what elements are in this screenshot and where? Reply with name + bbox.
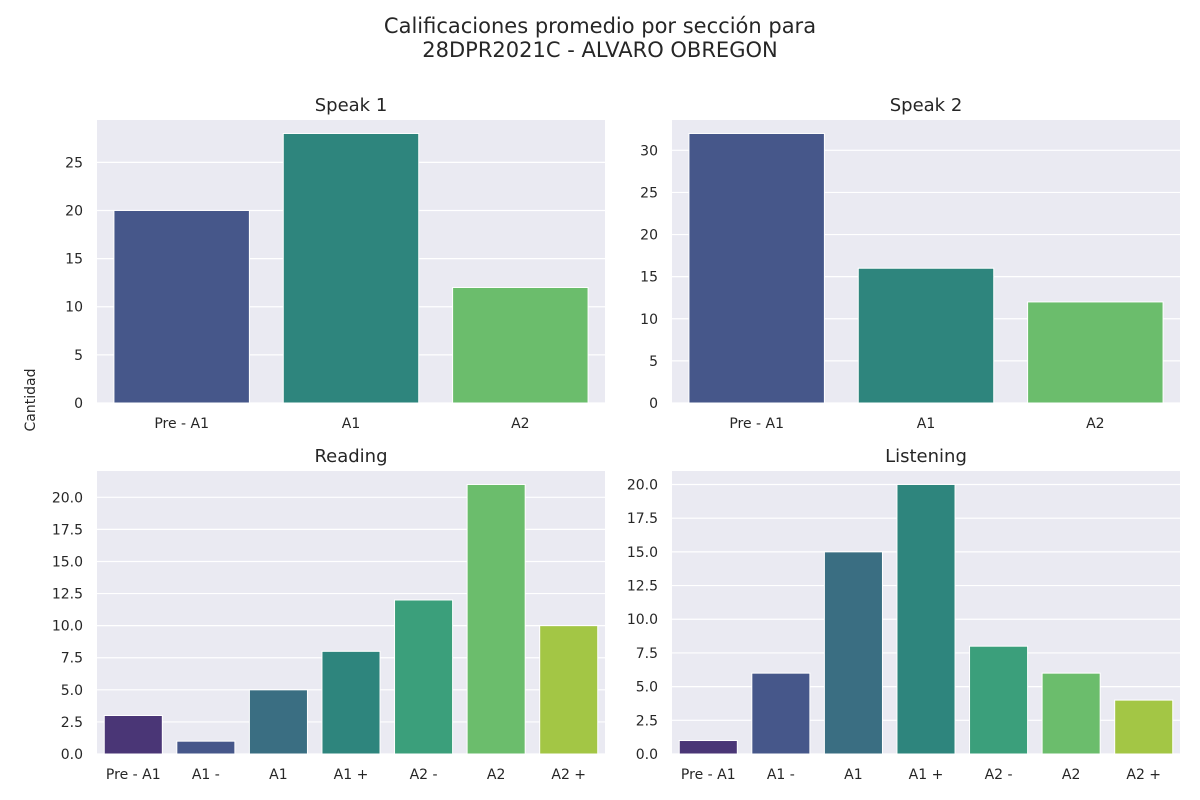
y-tick-label: 2.5 xyxy=(61,715,83,731)
bar-pre-a1 xyxy=(678,740,738,755)
y-tick-label: 0.0 xyxy=(61,747,83,763)
y-tick-label: 5 xyxy=(649,354,658,370)
panel-title: Speak 2 xyxy=(890,95,963,116)
x-tick-label: A2 xyxy=(511,416,529,432)
x-tick-label: A1 - xyxy=(192,767,220,783)
x-tick-label: Pre - A1 xyxy=(154,416,209,432)
y-tick-label: 12.5 xyxy=(52,587,83,603)
x-tick-label: A1 xyxy=(269,767,287,783)
bar-a2 xyxy=(1114,699,1174,755)
panel-title: Speak 1 xyxy=(315,95,388,116)
y-tick-label: 7.5 xyxy=(636,646,658,662)
bar-a1 xyxy=(248,689,308,755)
y-tick-label: 10 xyxy=(65,300,83,316)
bar-a2 xyxy=(466,483,526,755)
y-tick-label: 0 xyxy=(649,396,658,412)
chart-panel-4: 0.0 2.5 5.0 7.5 10.0 12.5 15.0 17.5 20.0 Pre - A1… xyxy=(627,446,1180,783)
bar-pre-a1 xyxy=(103,714,163,755)
y-tick-label: 20 xyxy=(65,203,83,219)
bar-a2 xyxy=(539,625,599,755)
y-tick-label: 10.0 xyxy=(52,619,83,635)
y-tick-label: 25 xyxy=(640,185,658,201)
y-tick-label: 12.5 xyxy=(627,579,658,595)
panel-title: Reading xyxy=(314,446,387,467)
x-tick-label: Pre - A1 xyxy=(681,767,736,783)
bar-a1 xyxy=(751,672,811,755)
y-tick-label: 15.0 xyxy=(52,554,83,570)
y-tick-label: 0.0 xyxy=(636,747,658,763)
bar-pre-a1 xyxy=(113,209,250,404)
y-tick-label: 15 xyxy=(65,252,83,268)
x-tick-label: A2 xyxy=(1062,767,1080,783)
x-tick-label: A1 xyxy=(342,416,360,432)
x-tick-label: A1 xyxy=(844,767,862,783)
figure-title: Calificaciones promedio por sección para… xyxy=(0,14,1200,62)
y-tick-label: 2.5 xyxy=(636,713,658,729)
x-tick-label: Pre - A1 xyxy=(729,416,784,432)
bar-a2 xyxy=(1041,672,1101,755)
x-tick-label: A2 - xyxy=(410,767,438,783)
figure-title-line-1: Calificaciones promedio por sección para xyxy=(383,14,817,38)
x-tick-label: A2 + xyxy=(551,767,586,783)
x-tick-label: Pre - A1 xyxy=(106,767,161,783)
x-tick-label: A2 xyxy=(487,767,505,783)
y-tick-label: 30 xyxy=(640,143,658,159)
x-tick-label: A1 + xyxy=(909,767,944,783)
y-tick-label: 20.0 xyxy=(627,477,658,493)
figure-title-line-2: 28DPR2021C - ALVARO OBREGON xyxy=(422,38,778,62)
y-tick-label: 15 xyxy=(640,270,658,286)
chart-panel-2: 0 5 10 15 20 25 30 Pre - A1 A1 A2 Speak 2 xyxy=(640,95,1180,432)
bar-a2 xyxy=(1027,301,1164,404)
bar-pre-a1 xyxy=(688,132,825,404)
bar-a1 xyxy=(823,551,883,755)
x-tick-label: A1 + xyxy=(334,767,369,783)
chart-panel-3: 0.0 2.5 5.0 7.5 10.0 12.5 15.0 17.5 20.0 Pre - A1… xyxy=(52,446,605,783)
bar-a1 xyxy=(321,650,381,755)
y-tick-label: 15.0 xyxy=(627,545,658,561)
bar-a2 xyxy=(394,599,454,755)
bar-a1 xyxy=(896,483,956,755)
y-tick-label: 20 xyxy=(640,228,658,244)
y-tick-label: 10 xyxy=(640,312,658,328)
y-tick-label: 5 xyxy=(74,348,83,364)
y-tick-label: 10.0 xyxy=(627,612,658,628)
x-tick-label: A2 - xyxy=(985,767,1013,783)
bar-a1 xyxy=(282,132,420,404)
bar-a2 xyxy=(969,645,1029,755)
y-tick-label: 20.0 xyxy=(52,490,83,506)
bar-a2 xyxy=(452,286,589,404)
y-tick-label: 0 xyxy=(74,396,83,412)
y-tick-label: 7.5 xyxy=(61,651,83,667)
panel-title: Listening xyxy=(885,446,967,467)
y-tick-label: 17.5 xyxy=(627,511,658,527)
bar-a1 xyxy=(857,267,995,404)
x-tick-label: A1 xyxy=(917,416,935,432)
x-tick-label: A1 - xyxy=(767,767,795,783)
bar-a1 xyxy=(176,740,236,755)
y-tick-label: 5.0 xyxy=(61,683,83,699)
x-tick-label: A2 xyxy=(1086,416,1104,432)
y-tick-label: 25 xyxy=(65,155,83,171)
chart-panel-1: 0 5 10 15 20 25 Pre - A1 A1 A2 Speak 1 xyxy=(65,95,605,432)
x-tick-label: A2 + xyxy=(1126,767,1161,783)
y-tick-label: 17.5 xyxy=(52,522,83,538)
y-tick-label: 5.0 xyxy=(636,680,658,696)
